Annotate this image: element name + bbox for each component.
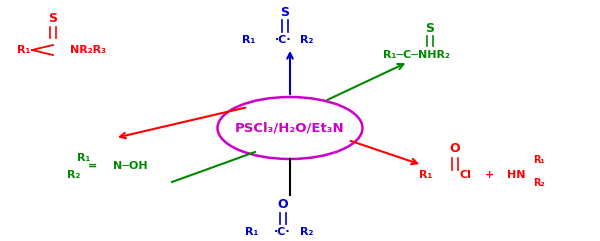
Text: S: S xyxy=(425,21,434,34)
Text: R₁: R₁ xyxy=(77,153,90,163)
Text: PSCl₃/H₂O/Et₃N: PSCl₃/H₂O/Et₃N xyxy=(235,121,345,134)
Text: R₁─C─NHR₂: R₁─C─NHR₂ xyxy=(383,50,449,60)
Text: ·C·: ·C· xyxy=(274,227,290,237)
Text: HN: HN xyxy=(507,170,526,180)
Text: R₁: R₁ xyxy=(17,45,30,55)
Text: NR₂R₃: NR₂R₃ xyxy=(70,45,106,55)
Text: R₂: R₂ xyxy=(67,170,80,180)
Text: N─OH: N─OH xyxy=(113,161,148,171)
Text: S: S xyxy=(281,6,290,19)
Text: R₁: R₁ xyxy=(242,35,255,45)
Text: R₂: R₂ xyxy=(300,35,313,45)
Text: S: S xyxy=(49,12,58,25)
Text: R₁: R₁ xyxy=(419,170,432,180)
Text: O: O xyxy=(278,199,289,212)
Text: +: + xyxy=(485,170,494,180)
Text: R₂: R₂ xyxy=(300,227,313,237)
Text: R₁: R₁ xyxy=(533,155,545,165)
Text: R₂: R₂ xyxy=(533,178,545,188)
Text: R₁: R₁ xyxy=(245,227,258,237)
Text: Cl: Cl xyxy=(460,170,472,180)
Text: =: = xyxy=(88,161,97,171)
Text: ·C·: ·C· xyxy=(275,35,292,45)
Text: O: O xyxy=(449,141,460,154)
